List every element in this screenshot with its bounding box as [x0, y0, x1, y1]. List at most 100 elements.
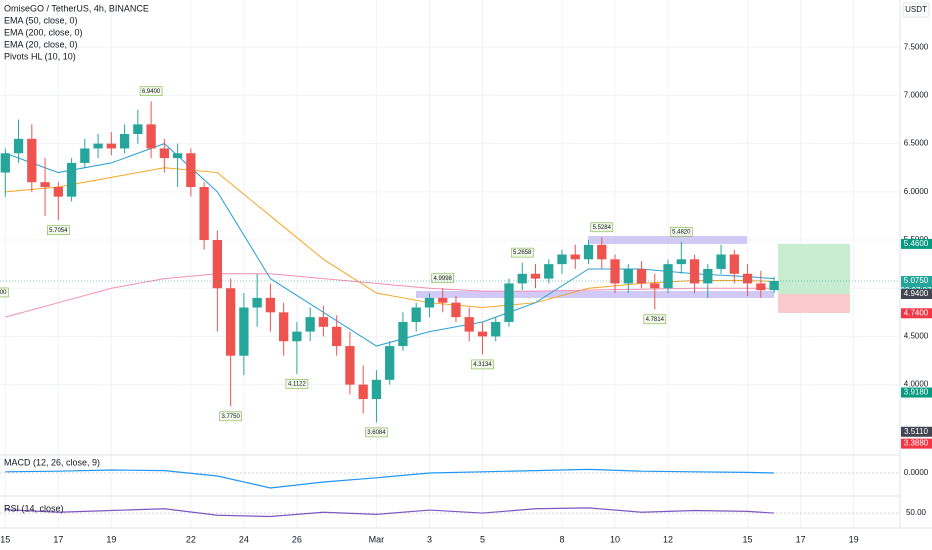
y-tick-label: 7.5000	[904, 42, 929, 51]
price-tag-label: 3.5110	[904, 427, 928, 436]
candle-body	[517, 273, 527, 284]
candle-body	[119, 133, 130, 149]
candle-body	[40, 182, 50, 188]
candle-body	[464, 317, 474, 332]
candle-body	[345, 346, 355, 385]
pivot-label: 5.4820	[672, 229, 691, 235]
pivot-label: 6.9400	[142, 89, 161, 95]
candle-body	[438, 297, 448, 303]
price-tag-label: 3.3880	[904, 439, 929, 448]
candle-body	[106, 143, 116, 149]
y-tick-label: 7.0000	[904, 91, 929, 100]
pivot-label: 4.7814	[646, 317, 665, 323]
candle-body	[650, 283, 660, 289]
candle-body	[225, 288, 236, 356]
candle-body	[80, 148, 90, 163]
pivot-box	[590, 222, 614, 233]
candle-body	[398, 321, 408, 347]
candle-body	[663, 264, 673, 289]
legend-ema20: EMA (20, close, 0)	[4, 39, 78, 49]
candle-body	[570, 254, 580, 260]
price-tag-label: 4.9400	[904, 289, 929, 298]
x-tick-label: 5	[480, 534, 485, 544]
zone	[588, 236, 747, 244]
zone	[416, 291, 774, 298]
candle-body	[13, 138, 24, 154]
pivot-label: 5.2658	[513, 250, 532, 256]
target-zone	[778, 244, 850, 294]
candle-body	[623, 268, 633, 284]
x-tick-label: 10	[610, 534, 620, 544]
candle-body	[769, 281, 779, 291]
macd-line	[5, 468, 775, 489]
x-tick-label: Mar	[369, 534, 385, 544]
x-tick-label: 26	[292, 534, 302, 544]
x-tick-label: 22	[186, 534, 196, 544]
candle-body	[411, 307, 421, 322]
pivot-box	[139, 86, 163, 97]
currency-button[interactable]	[902, 2, 930, 18]
candle-body	[703, 268, 713, 284]
pivot-box	[471, 359, 494, 370]
pivot-box	[47, 225, 70, 236]
candle-body	[159, 148, 169, 159]
stop-zone	[778, 294, 850, 313]
candle-body	[318, 317, 329, 327]
candle-body	[358, 384, 368, 400]
candle-body	[676, 259, 686, 265]
candle-body	[371, 379, 382, 400]
candle-body	[93, 143, 103, 149]
symbol-title: OmiseGO / TetherUS, 4h, BINANCE	[4, 3, 149, 13]
y-tick-label: 0.0000	[904, 468, 929, 477]
legend-pivots: Pivots HL (10, 10)	[4, 51, 76, 61]
pivot-box	[285, 379, 309, 389]
candle-body	[729, 254, 739, 274]
candle-body	[716, 254, 726, 269]
candle-body	[133, 124, 143, 134]
y-tick-label: 6.5000	[904, 139, 929, 148]
y-tick-label: 4.0000	[904, 380, 929, 389]
rsi-line	[5, 507, 775, 518]
price-tag-label: 5.4600	[904, 239, 929, 248]
price-tag	[901, 426, 932, 437]
rsi-title: RSI (14, close)	[4, 503, 64, 513]
x-tick-label: 17	[53, 534, 63, 544]
price-tag	[901, 438, 932, 449]
candle-body	[477, 331, 488, 337]
pivot-label: 4.9998	[434, 276, 453, 282]
candle-body	[66, 162, 77, 197]
candle-body	[53, 187, 63, 197]
candle-body	[172, 153, 183, 159]
price-tag	[901, 308, 932, 319]
pivot-label: 5.5284	[593, 225, 612, 231]
price-tag-label: 5.0750	[904, 276, 929, 285]
y-tick-label: 4.5000	[904, 332, 929, 341]
pivot-box	[431, 273, 455, 284]
x-tick-label: 8	[559, 534, 564, 544]
candle-body	[279, 312, 289, 342]
pivot-label: 5.0600	[0, 290, 7, 296]
candle-body	[557, 254, 567, 265]
currency[interactable]: USDT	[905, 5, 927, 14]
pivot-box	[669, 226, 693, 237]
x-tick-label: 3	[427, 534, 432, 544]
candle-body	[212, 240, 223, 289]
candle-body	[424, 297, 435, 308]
x-tick-label: 15	[0, 534, 10, 544]
x-tick-label: 12	[663, 534, 673, 544]
x-tick-label: 19	[106, 534, 116, 544]
pivot-box	[219, 411, 242, 422]
pivot-box	[643, 314, 667, 325]
candle-body	[689, 259, 700, 284]
candle-body	[186, 153, 196, 188]
y-tick-label: 6.0000	[904, 187, 929, 196]
candle-body	[756, 283, 766, 291]
price-tag	[901, 238, 932, 249]
x-tick-label: 24	[239, 534, 249, 544]
candle-body	[451, 302, 461, 318]
candle-body	[265, 297, 276, 313]
candle-body	[597, 244, 607, 260]
x-tick-label: 19	[849, 534, 859, 544]
candle-body	[583, 244, 594, 260]
